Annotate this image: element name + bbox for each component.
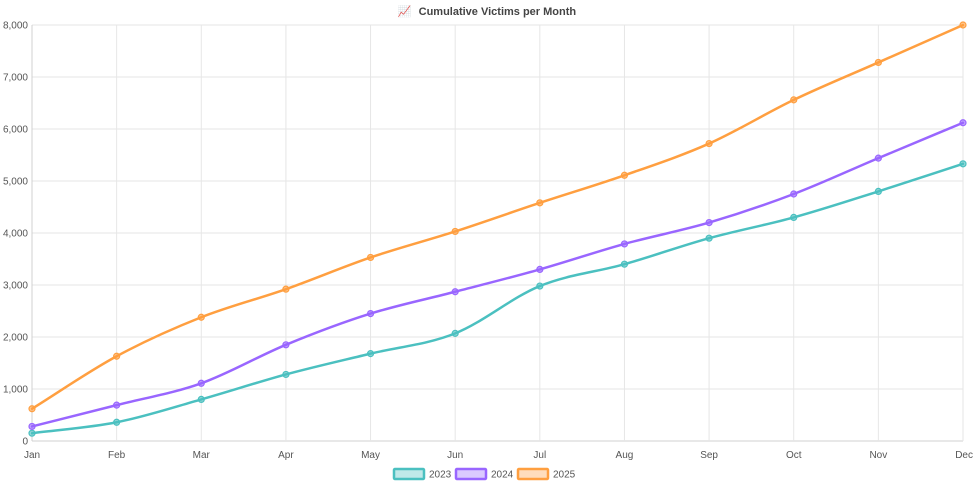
legend-swatch xyxy=(454,467,488,481)
data-point-2023[interactable] xyxy=(705,234,713,242)
x-tick-label: Aug xyxy=(616,450,634,461)
data-point-2024[interactable] xyxy=(451,288,459,296)
x-tick-label: Apr xyxy=(278,450,294,461)
x-tick-label: Sep xyxy=(700,450,718,461)
axes: 0 1,000 2,000 3,000 4,000 5,000 6,000 7,000 8,00… xyxy=(3,21,973,462)
data-point-2025[interactable] xyxy=(536,199,544,207)
legend-label: 2023 xyxy=(429,470,452,481)
data-point-2023[interactable] xyxy=(536,282,544,290)
data-point-2025[interactable] xyxy=(874,58,882,67)
x-tick-label: Nov xyxy=(869,450,887,461)
y-tick-label: 1,000 xyxy=(3,385,28,396)
data-point-2023[interactable] xyxy=(451,329,459,337)
title-label: Cumulative Victims per Month xyxy=(419,6,577,18)
data-point-2024[interactable] xyxy=(282,341,290,349)
y-tick-label: 3,000 xyxy=(3,281,28,292)
grid xyxy=(31,24,964,442)
y-tick-label: 6,000 xyxy=(3,125,28,136)
data-point-2024[interactable] xyxy=(536,265,544,273)
data-point-2023[interactable] xyxy=(113,418,121,426)
x-tick-label: Feb xyxy=(108,450,126,461)
data-point-2025[interactable] xyxy=(705,139,713,148)
data-point-2024[interactable] xyxy=(28,422,36,431)
data-point-2024[interactable] xyxy=(113,401,121,409)
data-point-2024[interactable] xyxy=(620,240,629,248)
legend-item-2023[interactable]: 2023 xyxy=(392,467,452,481)
data-point-2025[interactable] xyxy=(959,21,967,29)
x-tick-label: Dec xyxy=(955,450,973,461)
y-tick-label: 2,000 xyxy=(3,333,28,344)
x-tick-label: Jan xyxy=(24,450,40,461)
x-tick-label: Jun xyxy=(447,450,463,461)
y-tick-label: 5,000 xyxy=(3,177,28,188)
data-point-2025[interactable] xyxy=(282,285,290,293)
y-tick-label: 4,000 xyxy=(3,229,28,240)
data-point-2023[interactable] xyxy=(620,260,629,268)
series-line-2023 xyxy=(30,162,965,435)
y-tick-label: 0 xyxy=(22,437,28,448)
data-point-2024[interactable] xyxy=(959,119,967,127)
data-point-2023[interactable] xyxy=(282,370,290,379)
data-point-2024[interactable] xyxy=(874,154,882,162)
legend-item-2025[interactable]: 2025 xyxy=(516,467,576,481)
title-icon: 📈 xyxy=(398,5,412,18)
data-points xyxy=(28,21,967,437)
chart-title: 📈 Cumulative Victims per Month xyxy=(398,5,577,18)
series-lines xyxy=(30,23,965,435)
data-point-2023[interactable] xyxy=(28,429,36,437)
series-line-2024 xyxy=(30,121,965,428)
legend-swatch xyxy=(392,467,426,481)
legend-label: 2024 xyxy=(491,470,514,481)
legend: 2023 2024 2025 xyxy=(392,467,576,481)
legend-label: 2025 xyxy=(553,470,576,481)
data-point-2024[interactable] xyxy=(790,190,798,198)
data-point-2025[interactable] xyxy=(28,405,36,413)
legend-item-2024[interactable]: 2024 xyxy=(454,467,514,481)
legend-swatch xyxy=(516,467,550,481)
series-line-2025 xyxy=(30,23,965,411)
data-point-2024[interactable] xyxy=(705,219,713,227)
data-point-2025[interactable] xyxy=(366,253,375,262)
data-point-2023[interactable] xyxy=(874,187,882,195)
svg-text:📈 Cumulative Victims: 📈 Cumulative Victims per Month xyxy=(398,5,577,18)
data-point-2024[interactable] xyxy=(366,310,375,318)
data-point-2025[interactable] xyxy=(620,171,629,179)
data-point-2025[interactable] xyxy=(197,313,205,321)
y-tick-label: 7,000 xyxy=(3,73,28,84)
x-tick-label: Jul xyxy=(533,450,546,461)
data-point-2025[interactable] xyxy=(790,96,798,104)
y-tick-label: 8,000 xyxy=(3,21,28,32)
data-point-2023[interactable] xyxy=(959,160,967,168)
x-tick-label: Mar xyxy=(193,450,211,461)
data-point-2023[interactable] xyxy=(790,213,798,221)
data-point-2025[interactable] xyxy=(451,227,459,236)
x-tick-label: May xyxy=(361,450,380,461)
x-tick-label: Oct xyxy=(786,450,802,461)
data-point-2025[interactable] xyxy=(113,352,121,360)
data-point-2023[interactable] xyxy=(366,350,375,358)
data-point-2024[interactable] xyxy=(197,379,205,387)
data-point-2023[interactable] xyxy=(197,395,205,403)
